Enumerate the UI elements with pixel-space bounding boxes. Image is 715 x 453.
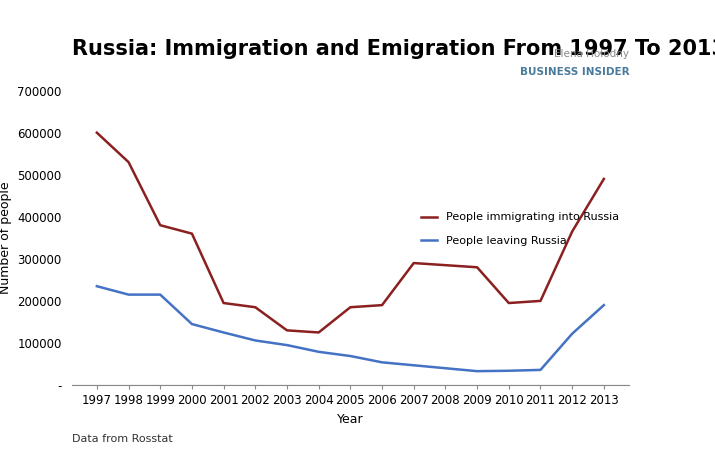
Text: Data from Rosstat: Data from Rosstat xyxy=(72,434,172,444)
Text: BUSINESS INSIDER: BUSINESS INSIDER xyxy=(520,67,629,77)
Y-axis label: Number of people: Number of people xyxy=(0,182,12,294)
Text: Russia: Immigration and Emigration From 1997 To 2013: Russia: Immigration and Emigration From … xyxy=(72,39,715,59)
Legend: People immigrating into Russia, People leaving Russia: People immigrating into Russia, People l… xyxy=(416,208,623,250)
Text: Elena Holodny: Elena Holodny xyxy=(554,49,629,59)
X-axis label: Year: Year xyxy=(337,413,364,426)
